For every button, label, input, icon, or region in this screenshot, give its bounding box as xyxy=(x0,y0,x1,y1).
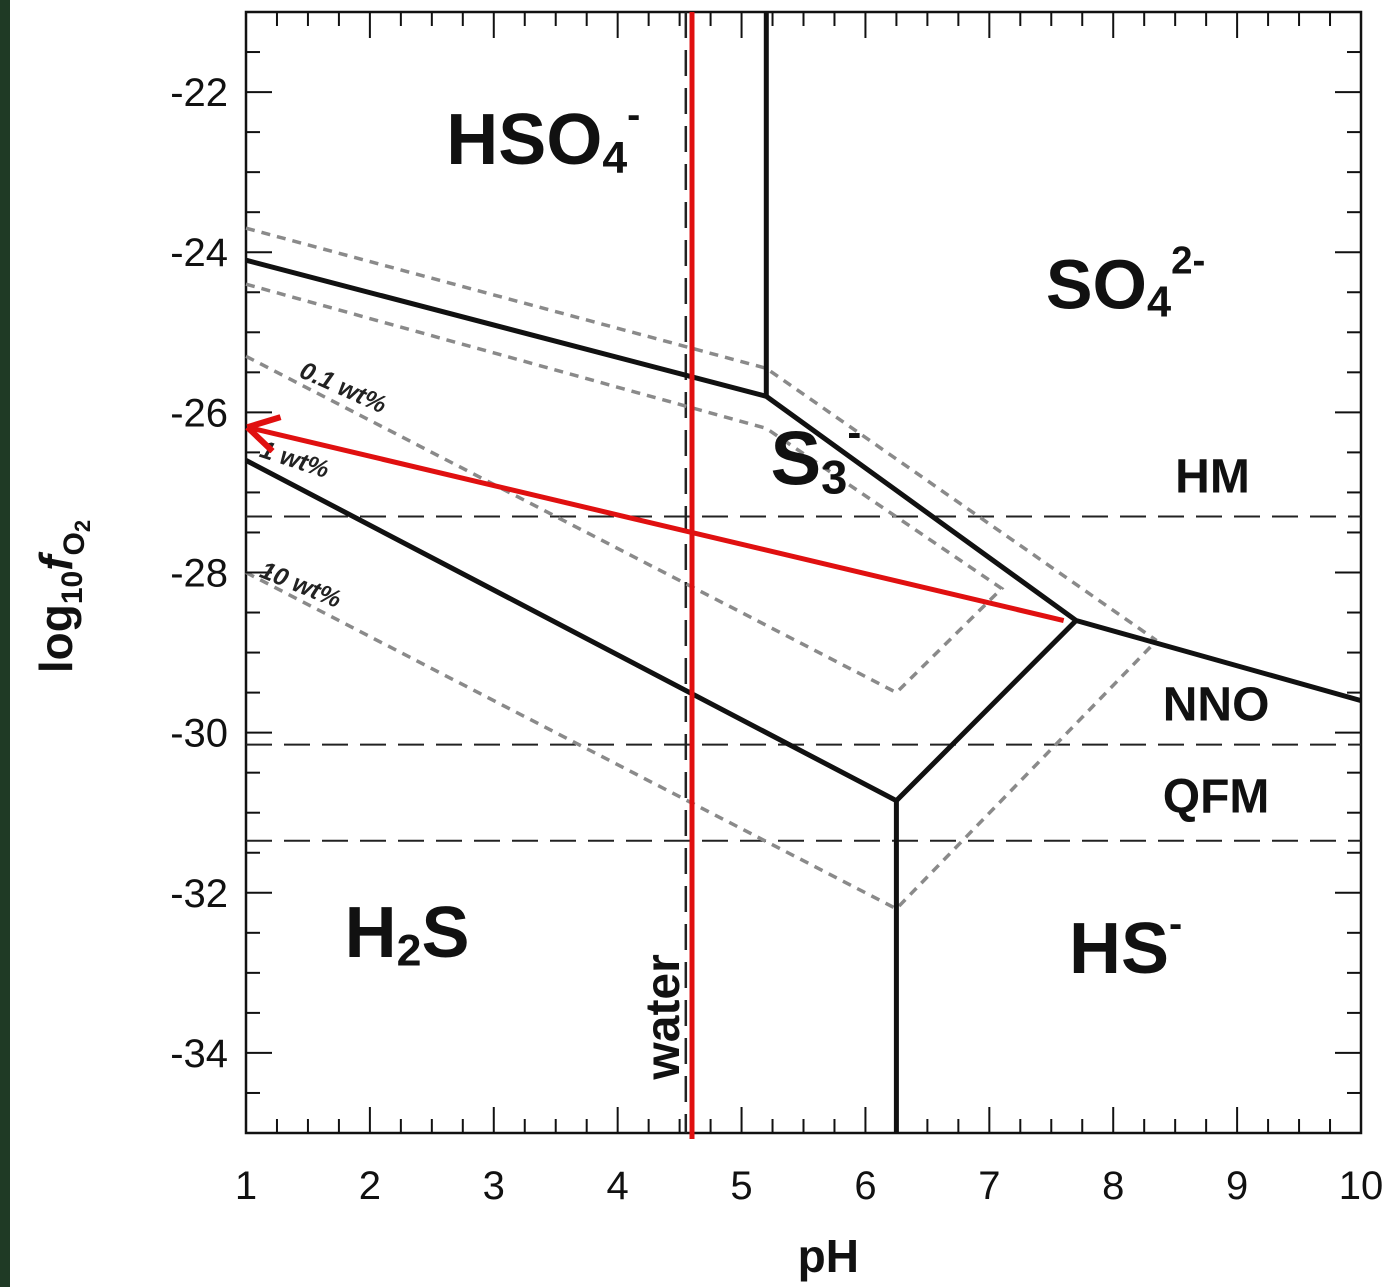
x-axis-title: pH xyxy=(798,1230,859,1282)
water-label: water xyxy=(637,954,690,1080)
y-tick-label: -28 xyxy=(170,552,228,596)
y-tick-label: -26 xyxy=(170,391,228,435)
x-tick-label: 9 xyxy=(1226,1164,1248,1208)
field-label-h2s: H2S xyxy=(345,893,470,976)
y-axis-title-f: f xyxy=(30,551,82,571)
x-tick-label: 3 xyxy=(483,1164,505,1208)
x-tick-label: 4 xyxy=(607,1164,629,1208)
y-tick-label: -22 xyxy=(170,71,228,115)
phase-diagram-chart: 1 2 3 4 5 6 7 8 9 10-22-24-26-28-30-32-34pHlog10f… xyxy=(30,10,1384,1282)
buffer-label-qfm: QFM xyxy=(1163,771,1270,824)
field-label-subscript: 2 xyxy=(397,926,422,975)
axis-ticks xyxy=(245,12,1362,1134)
field-label-main: SO xyxy=(1046,245,1147,323)
phase-boundary-0 xyxy=(245,257,1362,704)
field-label-superscript: - xyxy=(847,408,861,455)
field-label-so4: SO42- xyxy=(1046,239,1206,326)
field-label-superscript: - xyxy=(1169,902,1182,946)
field-label-main: HS xyxy=(1069,909,1169,989)
y-axis-title-sub: 10 xyxy=(56,571,89,604)
field-label-superscript: 2- xyxy=(1171,239,1205,282)
buffer-label-hm: HM xyxy=(1175,450,1250,503)
field-label-hs: HS- xyxy=(1069,902,1182,989)
field-label-subscript: 4 xyxy=(602,134,627,183)
field-label-s3: S3- xyxy=(770,408,861,503)
y-tick-label: -30 xyxy=(170,712,228,756)
isopleth-label-2: 10 wt% xyxy=(256,556,345,614)
phase-boundary-2 xyxy=(244,458,1078,804)
x-tick-label: 8 xyxy=(1102,1164,1124,1208)
x-tick-label: 6 xyxy=(854,1164,876,1208)
x-tick-label: 10 xyxy=(1339,1164,1384,1208)
x-tick-label: 2 xyxy=(359,1164,381,1208)
field-label-superscript: - xyxy=(627,93,640,137)
y-axis-title: log10fO2 xyxy=(30,520,95,673)
y-axis-title-o2: O xyxy=(58,532,91,555)
field-label-subscript: 4 xyxy=(1147,279,1171,327)
field-label-main: S xyxy=(770,416,821,501)
red-arrow xyxy=(252,428,1065,623)
field-label-main: HSO xyxy=(446,100,602,180)
x-tick-label: 5 xyxy=(730,1164,752,1208)
field-label-main: H xyxy=(345,893,397,973)
field-label-subscript: 3 xyxy=(821,451,847,504)
y-tick-label: -34 xyxy=(170,1032,228,1076)
chart-frame: 1 2 3 4 5 6 7 8 9 10 -22 -24 -26 -28 -30 -32 -34 pH log10f… xyxy=(10,0,1393,1287)
field-label-hso4: HSO4- xyxy=(446,93,640,183)
x-tick-label: 1 xyxy=(235,1164,257,1208)
y-axis-title-log: log xyxy=(30,604,82,673)
buffer-label-nno: NNO xyxy=(1163,679,1270,732)
isopleth-label-0: 0.1 wt% xyxy=(296,356,391,419)
field-label-tail: S xyxy=(421,893,469,973)
x-tick-label: 7 xyxy=(978,1164,1000,1208)
isopleth-dashed-0 xyxy=(245,226,1158,643)
isopleth-dashed-1 xyxy=(245,282,1005,695)
y-tick-label: -32 xyxy=(170,872,228,916)
y-tick-label: -24 xyxy=(170,231,228,275)
y-axis-title-o2-sub: 2 xyxy=(70,520,95,532)
isopleth-dashed-2 xyxy=(245,570,1158,911)
